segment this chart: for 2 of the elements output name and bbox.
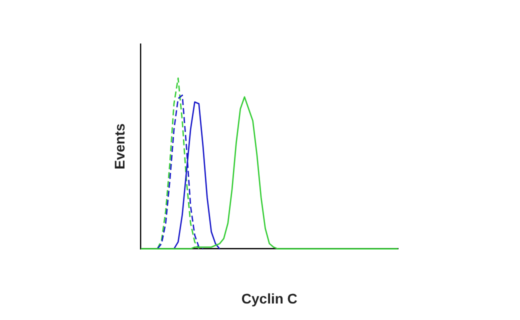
y-axis-title: Events <box>111 123 128 170</box>
x-axis-title: Cyclin C <box>241 290 298 306</box>
